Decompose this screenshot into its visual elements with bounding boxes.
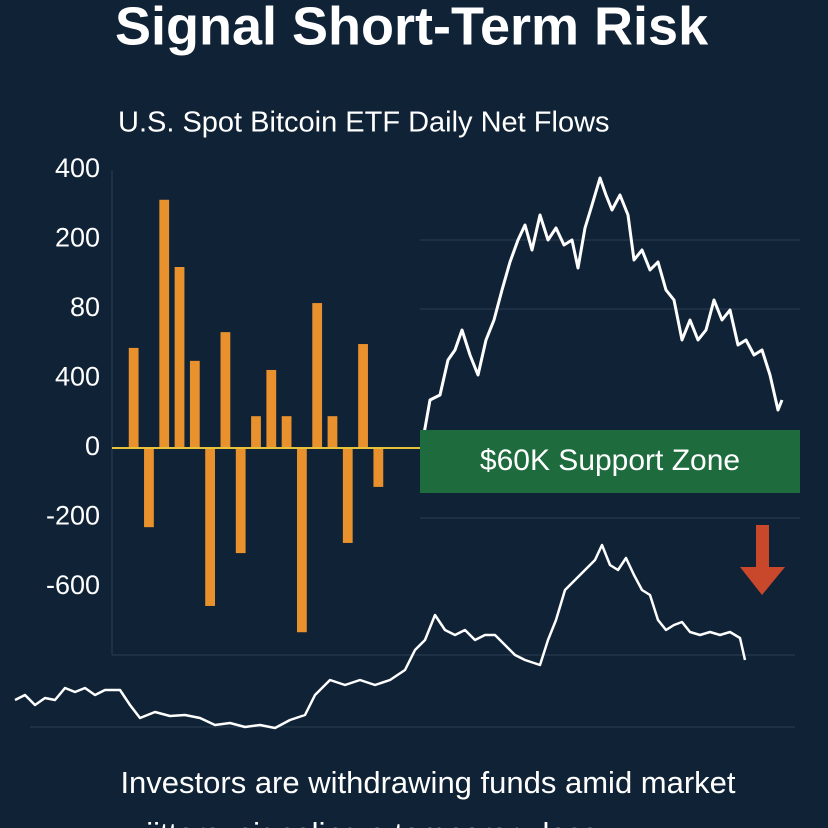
bar <box>296 448 307 633</box>
bar <box>144 448 154 528</box>
caption: jitters, signaling a temporary loss <box>145 816 597 828</box>
y-tick-label: 400 <box>55 362 100 392</box>
y-tick-label: 400 <box>55 153 100 183</box>
bar <box>235 448 246 554</box>
bar <box>358 344 368 449</box>
bar <box>312 303 323 449</box>
bar <box>327 416 338 449</box>
arrow-head <box>740 567 785 595</box>
bar <box>128 347 139 449</box>
y-tick-label: 200 <box>55 223 100 253</box>
bar <box>174 267 185 449</box>
y-tick-label: -200 <box>46 501 100 531</box>
price-line <box>14 543 747 730</box>
bar <box>159 199 170 449</box>
arrow-shaft <box>756 525 769 570</box>
bar <box>281 416 292 449</box>
bar <box>266 369 277 449</box>
bar <box>189 360 200 449</box>
y-tick-label: 80 <box>70 292 100 322</box>
bar <box>342 448 353 543</box>
bar <box>251 416 261 449</box>
caption: Investors are withdrawing funds amid mar… <box>120 765 735 800</box>
y-tick-label: 0 <box>85 431 100 461</box>
chart-title: Signal Short-Term Risk <box>115 0 709 56</box>
bar <box>373 448 384 487</box>
bar <box>220 332 231 449</box>
bar <box>205 448 216 606</box>
chart-subtitle: U.S. Spot Bitcoin ETF Daily Net Flows <box>118 107 610 139</box>
support-zone <box>420 430 800 493</box>
price-line <box>420 176 784 446</box>
y-tick-label: -600 <box>46 570 100 600</box>
annotation: $60K Support Zone <box>480 444 740 477</box>
